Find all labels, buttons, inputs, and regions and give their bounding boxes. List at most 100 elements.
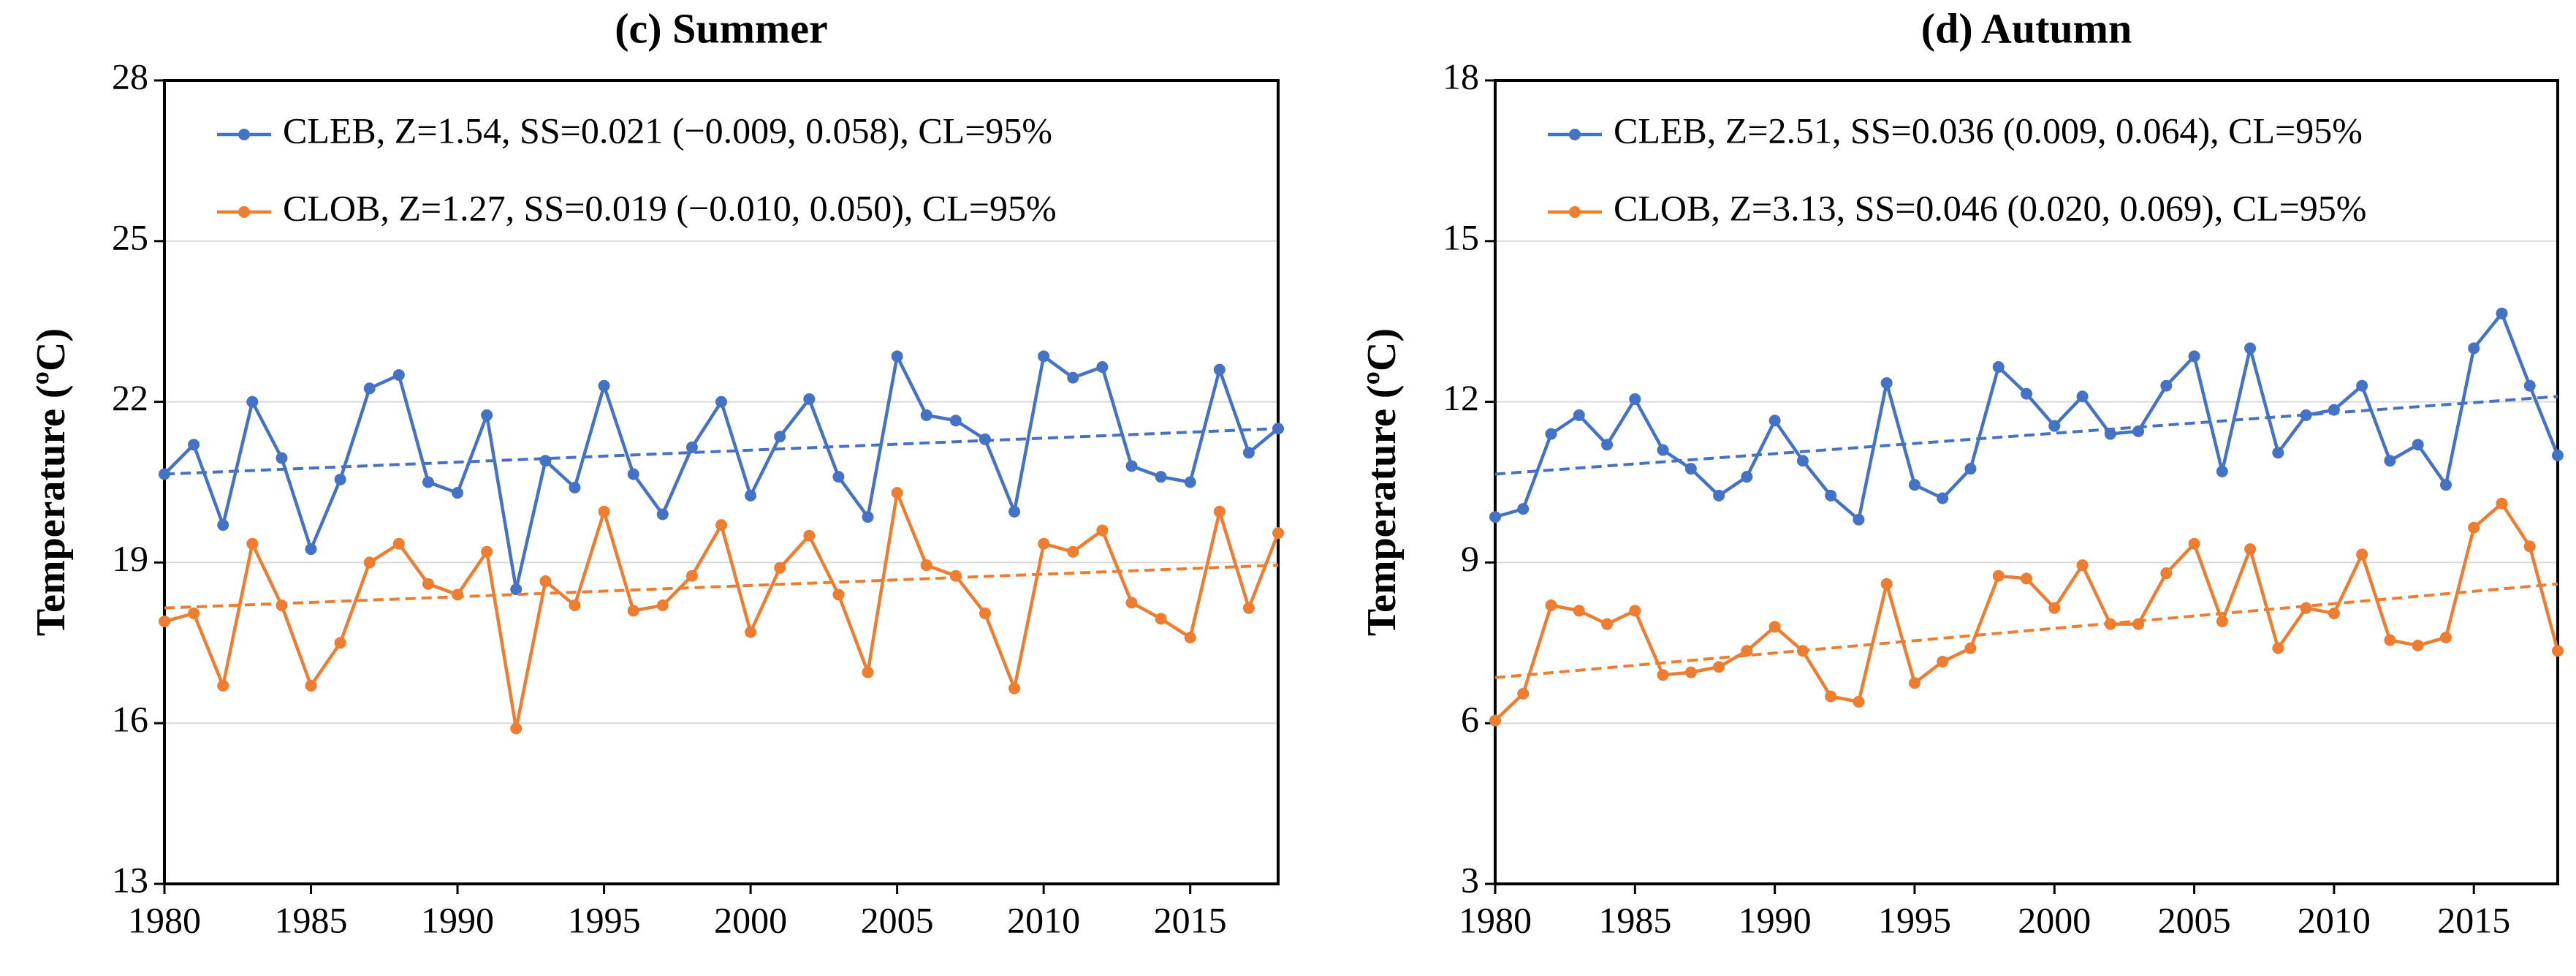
data-point (1242, 447, 1255, 459)
data-point (1908, 677, 1920, 689)
data-point (2439, 631, 2452, 643)
data-point (569, 481, 581, 493)
x-tick-label: 2000 (2018, 899, 2091, 940)
data-point (1937, 655, 1949, 667)
data-point (1125, 460, 1138, 472)
x-tick-label: 1995 (1878, 899, 1951, 940)
data-point (1880, 377, 1893, 389)
data-point (217, 679, 229, 692)
data-point (2496, 497, 2508, 510)
data-point (1489, 511, 1501, 523)
legend-marker (238, 206, 250, 218)
data-point (481, 545, 493, 558)
data-point (2468, 521, 2480, 534)
data-point (2104, 428, 2116, 440)
data-point (2188, 537, 2200, 550)
y-tick-label: 9 (1461, 538, 1479, 579)
trend-line (1494, 395, 2558, 476)
data-point (1545, 428, 1557, 440)
data-point (656, 599, 669, 612)
data-point (2523, 379, 2536, 392)
y-tick-label: 12 (1443, 377, 1479, 418)
data-point (1768, 621, 1781, 633)
data-point (1741, 471, 1753, 483)
data-point (2048, 602, 2061, 614)
y-tick-label: 25 (112, 216, 148, 257)
data-point (2328, 608, 2340, 620)
plot-frame (163, 79, 1280, 885)
data-point (2021, 387, 2032, 400)
data-point (685, 441, 698, 453)
trend-line (164, 427, 1279, 476)
data-point (1853, 513, 1865, 526)
data-point (2412, 639, 2424, 651)
data-point (188, 608, 200, 620)
data-point (2272, 642, 2284, 654)
data-point (2160, 379, 2173, 392)
data-point (1067, 371, 1079, 384)
data-point (1184, 476, 1196, 488)
data-point (1713, 489, 1725, 502)
data-point (598, 379, 610, 392)
data-point (1067, 545, 1079, 558)
data-point (2021, 572, 2032, 585)
x-tick-label: 2015 (1154, 899, 1227, 940)
legend-label: CLOB, Z=3.13, SS=0.046 (0.020, 0.069), C… (1614, 187, 2366, 228)
data-point (2496, 307, 2508, 319)
x-tick-label: 1990 (1739, 899, 1812, 940)
data-point (2384, 455, 2396, 467)
data-point (1155, 613, 1167, 625)
x-tick-label: 2015 (2437, 899, 2510, 940)
series-line (1494, 310, 2560, 523)
data-point (2048, 420, 2061, 432)
data-point (1629, 393, 1641, 405)
data-point (1657, 444, 1669, 456)
data-point (422, 578, 434, 590)
data-point (598, 505, 610, 518)
y-tick-label: 19 (112, 538, 148, 579)
data-point (481, 409, 493, 421)
plot-frame (1494, 79, 2559, 885)
series-line (1494, 501, 2560, 722)
data-point (627, 468, 639, 480)
data-point (1992, 570, 2005, 582)
data-point (2356, 379, 2368, 392)
data-point (1213, 363, 1226, 376)
x-tick-label: 2000 (714, 899, 787, 940)
trend-line (164, 564, 1279, 610)
data-point (1825, 690, 1837, 703)
chart-title: (c) Summer (615, 4, 828, 52)
data-point (1573, 605, 1585, 617)
data-point (1096, 360, 1109, 373)
data-point (2468, 342, 2480, 355)
data-point (2552, 645, 2564, 657)
y-axis-label: Temperature (ºC) (1359, 328, 1405, 636)
data-point (1825, 489, 1837, 502)
data-point (539, 455, 552, 467)
data-point (832, 589, 845, 601)
x-tick-label: 2005 (861, 899, 934, 940)
data-point (949, 415, 962, 427)
y-axis-label: Temperature (ºC) (29, 328, 74, 636)
data-point (1629, 605, 1641, 617)
data-point (452, 487, 464, 499)
data-point (217, 519, 229, 531)
data-point (1517, 503, 1530, 515)
data-point (774, 431, 786, 443)
data-point (452, 589, 464, 601)
data-point (627, 605, 639, 617)
data-point (1155, 471, 1167, 483)
data-point (774, 561, 786, 574)
data-point (539, 575, 552, 588)
data-point (2216, 615, 2228, 627)
data-point (1573, 409, 1585, 421)
data-point (392, 368, 405, 381)
x-tick-label: 1985 (275, 899, 348, 940)
data-point (1657, 669, 1669, 681)
data-point (1242, 602, 1255, 614)
y-tick-label: 22 (112, 377, 148, 418)
data-point (1517, 687, 1530, 700)
data-point (334, 637, 346, 649)
data-point (246, 396, 259, 408)
data-point (745, 626, 757, 638)
